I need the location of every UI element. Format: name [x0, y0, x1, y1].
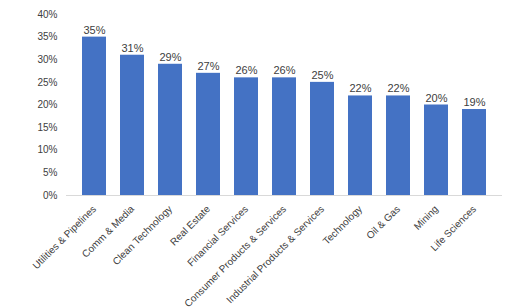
svg-text:Mining: Mining [412, 203, 441, 232]
svg-text:25%: 25% [37, 77, 57, 88]
svg-text:26%: 26% [273, 64, 295, 76]
svg-text:20%: 20% [37, 99, 57, 110]
svg-text:35%: 35% [37, 31, 57, 42]
svg-text:26%: 26% [235, 64, 257, 76]
svg-text:25%: 25% [311, 69, 333, 81]
svg-text:Oil & Gas: Oil & Gas [364, 203, 402, 241]
svg-text:Comm & Media: Comm & Media [79, 203, 137, 260]
svg-text:10%: 10% [37, 144, 57, 155]
svg-text:29%: 29% [159, 51, 181, 63]
svg-text:Industrial Products & Services: Industrial Products & Services [224, 203, 326, 305]
svg-text:20%: 20% [425, 92, 447, 104]
svg-text:27%: 27% [197, 60, 219, 72]
svg-text:30%: 30% [37, 54, 57, 65]
svg-text:Life Sciences: Life Sciences [428, 203, 478, 253]
svg-text:40%: 40% [37, 9, 57, 20]
svg-text:0%: 0% [43, 190, 58, 201]
svg-text:Financial Services: Financial Services [185, 203, 251, 269]
svg-text:22%: 22% [387, 82, 409, 94]
svg-text:Clean Technology: Clean Technology [110, 203, 174, 267]
svg-text:22%: 22% [349, 82, 371, 94]
svg-text:15%: 15% [37, 122, 57, 133]
svg-text:19%: 19% [463, 96, 485, 108]
svg-text:35%: 35% [83, 24, 105, 36]
svg-text:Technology: Technology [321, 203, 365, 247]
svg-text:5%: 5% [43, 167, 58, 178]
svg-text:Utilities & Pipelines: Utilities & Pipelines [30, 203, 98, 271]
svg-text:31%: 31% [121, 42, 143, 54]
svg-text:Real Estate: Real Estate [167, 203, 213, 248]
